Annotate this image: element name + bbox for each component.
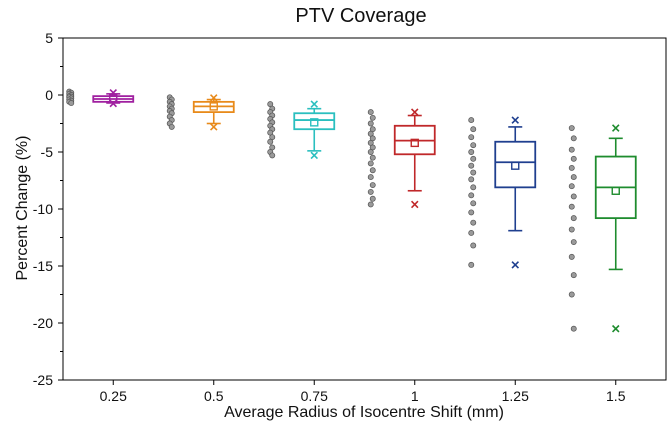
data-point (367, 160, 374, 167)
data-point (568, 253, 575, 260)
box (293, 112, 336, 131)
x-tick-label: 1.5 (606, 388, 626, 404)
data-point (568, 183, 575, 190)
y-tick-label: -15 (33, 258, 53, 274)
data-point (269, 152, 276, 159)
data-point (468, 176, 475, 183)
mean-marker (410, 138, 419, 148)
min-marker (511, 261, 520, 269)
data-point (470, 200, 477, 207)
min-marker (310, 151, 319, 160)
data-point (267, 138, 274, 145)
y-tick-label: -10 (33, 201, 53, 217)
data-point (570, 135, 577, 142)
data-point (369, 167, 376, 174)
y-tick-label: -5 (41, 144, 54, 160)
data-point (468, 149, 475, 155)
max-marker (611, 124, 620, 132)
data-point (470, 184, 477, 191)
data-point (568, 125, 575, 132)
data-point (367, 174, 374, 181)
data-point (570, 325, 577, 332)
data-point (568, 226, 575, 233)
data-point (369, 154, 376, 161)
data-point (369, 114, 376, 121)
mean-marker (209, 102, 218, 111)
data-point (568, 165, 575, 171)
mean-marker (611, 186, 620, 195)
y-tick-label: 5 (45, 30, 53, 46)
x-tick-label: 1 (411, 388, 419, 404)
data-point (568, 203, 575, 210)
min-marker (209, 123, 218, 131)
data-point (470, 155, 477, 162)
mean-marker (310, 118, 319, 127)
mean-marker (511, 161, 520, 170)
data-point (570, 239, 577, 246)
data-point (468, 229, 475, 236)
data-point (570, 155, 577, 162)
y-tick-label: 0 (45, 87, 53, 103)
data-point (470, 142, 477, 149)
chart-title: PTV Coverage (295, 5, 426, 27)
data-point (568, 291, 575, 298)
data-point (570, 215, 577, 222)
box (494, 140, 537, 189)
data-point (568, 146, 575, 153)
data-point (470, 219, 477, 226)
x-tick-label: 1.25 (502, 388, 529, 404)
data-point (367, 201, 374, 208)
min-marker (410, 200, 419, 209)
data-point (468, 261, 475, 268)
data-point (468, 209, 475, 216)
data-point (570, 193, 577, 200)
data-point (468, 117, 475, 124)
plot-area: 5 0 -5 -10 -15 -20 -25 0.25 0.5 0.75 1 1.25 1.5 (33, 30, 667, 404)
data-point (570, 272, 577, 279)
data-point (468, 162, 475, 169)
x-tick-label: 0.25 (100, 388, 127, 404)
mean-marker (109, 94, 118, 103)
data-point (68, 100, 75, 106)
data-point (570, 174, 577, 181)
max-marker (209, 94, 218, 102)
data-point (470, 126, 477, 133)
data-point (369, 195, 376, 202)
data-point (367, 120, 374, 127)
data-point (367, 188, 374, 195)
data-point (367, 149, 374, 155)
max-marker (410, 108, 419, 116)
data-point (468, 134, 475, 141)
data-point (369, 182, 376, 189)
x-axis-label: Average Radius of Isocentre Shift (mm) (224, 404, 504, 421)
data-point (367, 109, 374, 116)
min-marker (109, 99, 118, 108)
y-tick-label: -20 (33, 315, 53, 331)
y-axis-label: Percent Change (%) (14, 136, 31, 281)
data-point (168, 123, 175, 130)
x-tick-label: 0.5 (204, 388, 224, 404)
max-marker (109, 88, 118, 97)
max-marker (511, 116, 520, 124)
data-point (470, 169, 477, 176)
y-tick-label: -25 (33, 372, 53, 388)
min-marker (611, 324, 620, 333)
x-tick-label: 0.75 (301, 388, 328, 404)
data-point (470, 242, 477, 249)
max-marker (310, 100, 319, 108)
data-point (468, 192, 475, 199)
